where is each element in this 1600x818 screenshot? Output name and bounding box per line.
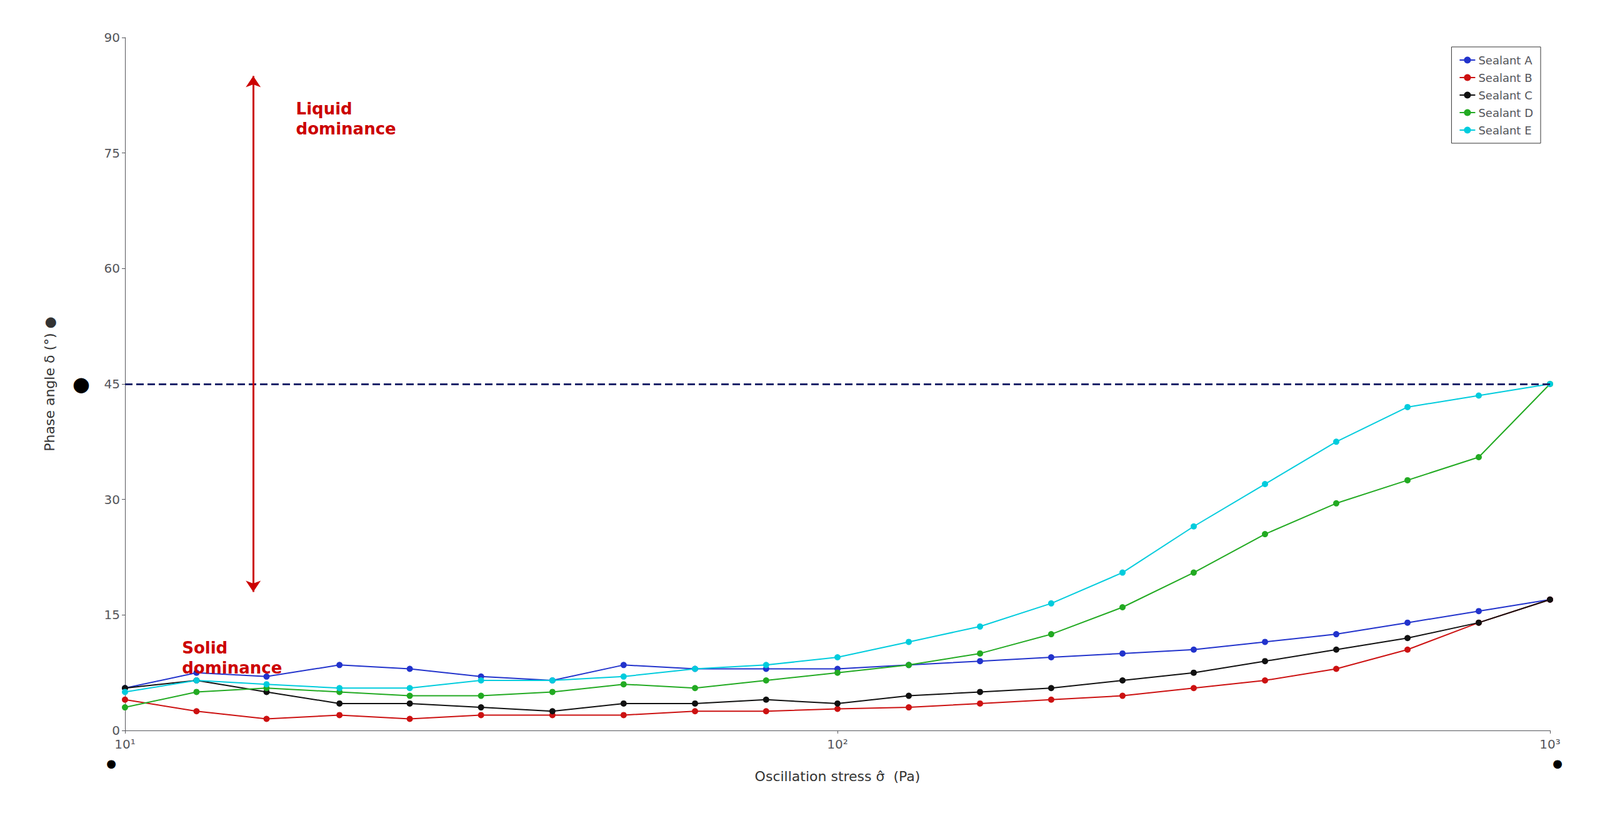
svg-text:30: 30 [104,491,120,507]
svg-text:●: ● [1552,756,1563,770]
svg-text:Sealant A: Sealant A [1478,53,1533,67]
svg-text:Solid: Solid [181,638,228,657]
svg-text:10¹: 10¹ [114,736,135,752]
svg-text:0: 0 [111,722,120,738]
svg-text:Sealant E: Sealant E [1478,123,1532,137]
svg-text:Phase angle δ (°) ●: Phase angle δ (°) ● [41,316,58,452]
svg-text:15: 15 [104,606,120,622]
svg-text:Sealant C: Sealant C [1478,88,1532,102]
svg-text:90: 90 [104,30,120,45]
svg-text:●: ● [106,756,117,770]
svg-text:75: 75 [104,145,120,161]
svg-text:dominance: dominance [296,119,397,139]
svg-text:45: 45 [104,376,120,392]
svg-text:Sealant B: Sealant B [1478,71,1532,85]
svg-text:●: ● [72,371,90,396]
svg-text:dominance: dominance [181,658,282,677]
svg-text:10³: 10³ [1539,736,1560,752]
svg-text:60: 60 [104,260,120,276]
svg-text:10²: 10² [826,736,848,752]
svg-text:Oscillation stress σ̂ (Pa): Oscillation stress σ̂ (Pa) [755,768,921,784]
svg-text:Liquid: Liquid [296,99,353,119]
svg-text:Sealant D: Sealant D [1478,106,1534,120]
